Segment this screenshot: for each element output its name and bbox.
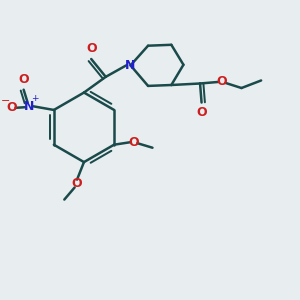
Text: O: O [71, 177, 82, 190]
Text: O: O [18, 73, 29, 85]
Text: +: + [32, 94, 39, 103]
Text: O: O [86, 42, 97, 55]
Text: N: N [125, 59, 136, 72]
Text: O: O [128, 136, 139, 149]
Text: O: O [6, 101, 17, 114]
Text: −: − [1, 96, 10, 106]
Text: O: O [196, 106, 207, 119]
Text: N: N [24, 100, 34, 113]
Text: O: O [217, 76, 227, 88]
